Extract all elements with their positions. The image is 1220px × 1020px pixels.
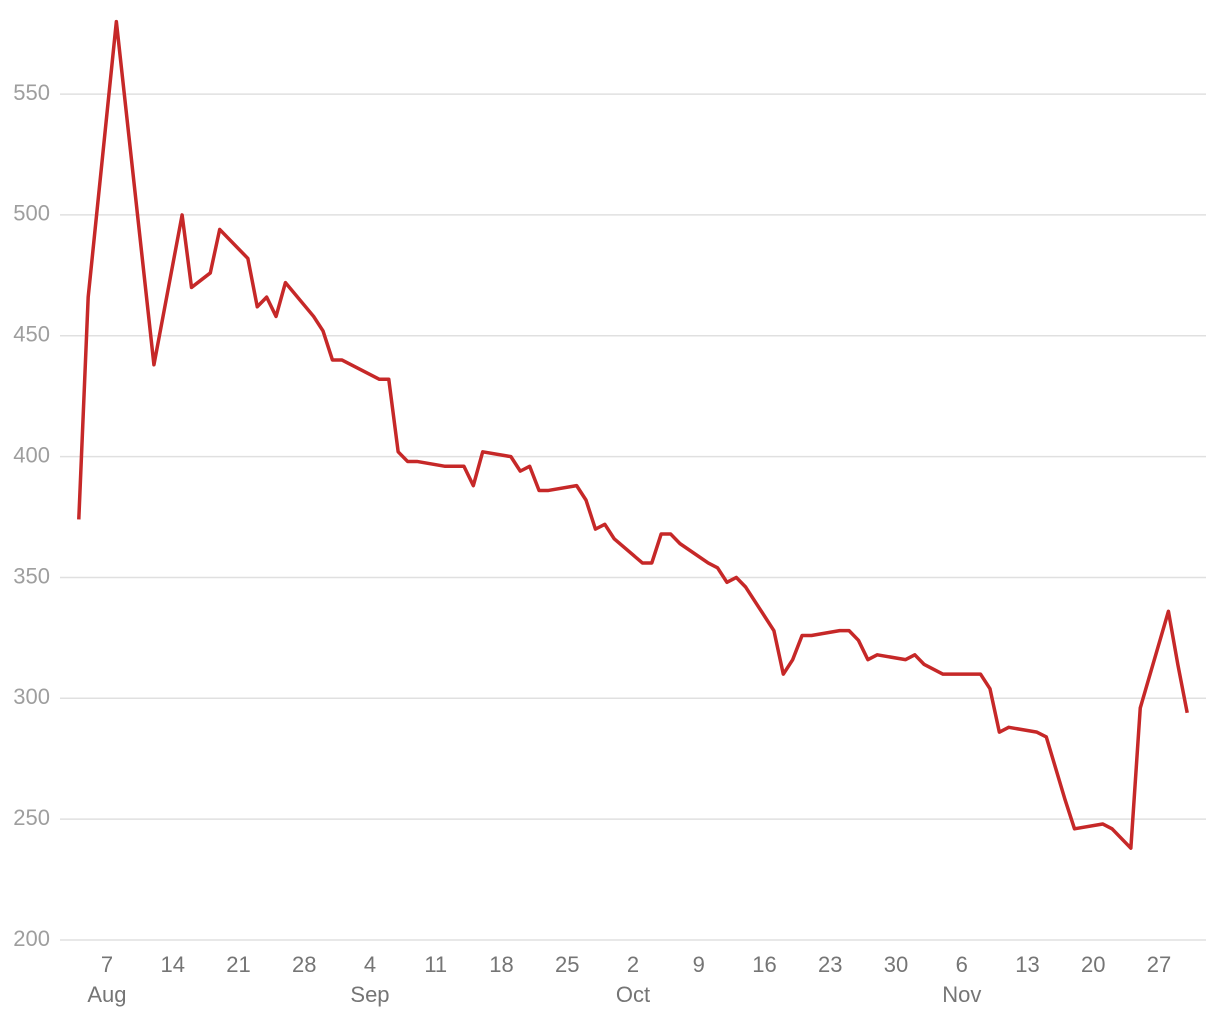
x-tick-label: 28 [292,952,316,977]
y-tick-label: 200 [13,926,50,951]
x-month-label: Aug [87,982,126,1007]
x-month-label: Nov [942,982,981,1007]
x-tick-label: 14 [160,952,184,977]
x-month-label: Oct [616,982,650,1007]
y-tick-label: 250 [13,805,50,830]
x-tick-label: 30 [884,952,908,977]
x-tick-label: 23 [818,952,842,977]
x-tick-label: 27 [1147,952,1171,977]
y-tick-label: 500 [13,201,50,226]
data-line [77,19,1189,850]
x-tick-label: 21 [226,952,250,977]
x-month-label: Sep [350,982,389,1007]
x-tick-label: 7 [101,952,113,977]
x-tick-label: 2 [627,952,639,977]
x-tick-label: 20 [1081,952,1105,977]
x-tick-label: 25 [555,952,579,977]
y-tick-label: 450 [13,322,50,347]
x-tick-label: 18 [489,952,513,977]
x-tick-label: 6 [956,952,968,977]
x-tick-label: 16 [752,952,776,977]
x-tick-label: 4 [364,952,376,977]
y-tick-label: 350 [13,563,50,588]
x-tick-label: 9 [693,952,705,977]
x-tick-label: 13 [1015,952,1039,977]
y-tick-label: 550 [13,80,50,105]
x-tick-label: 11 [424,952,447,977]
y-tick-label: 400 [13,442,50,467]
y-tick-label: 300 [13,684,50,709]
